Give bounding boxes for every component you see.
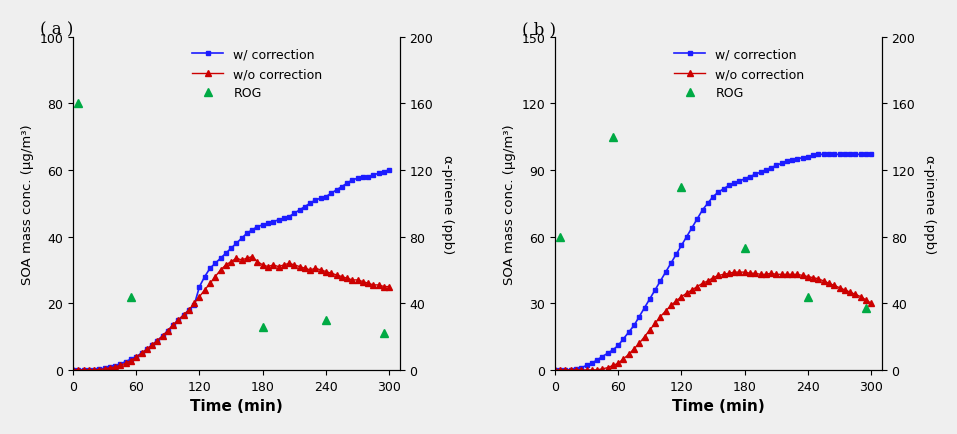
ROG [860,306,872,311]
w/o correction [384,284,395,289]
w/o correction [178,312,189,318]
w/ correction [342,181,353,187]
w/ correction [612,343,624,348]
w/o correction [829,283,840,289]
w/o correction [262,264,274,270]
w/o correction [612,361,624,366]
w/ correction [865,152,877,158]
ROG [73,102,84,107]
w/ correction [829,152,840,158]
w/o correction [745,271,756,276]
w/o correction [141,347,152,352]
w/o correction [549,368,561,373]
w/ correction [660,270,672,275]
w/o correction [728,270,740,275]
Line: ROG: ROG [556,133,870,312]
ROG [378,331,389,336]
w/o correction [247,254,258,260]
Legend: w/ correction, w/o correction, ROG: w/ correction, w/o correction, ROG [669,44,810,105]
w/ correction [67,368,78,373]
w/o correction [236,258,248,263]
w/ correction [178,312,189,318]
Line: w/o correction: w/o correction [552,270,874,373]
Line: w/ correction: w/ correction [71,168,391,372]
Line: ROG: ROG [74,100,389,338]
X-axis label: Time (min): Time (min) [190,398,282,413]
w/o correction [130,355,142,360]
w/ correction [141,347,152,352]
Text: ( b ): ( b ) [523,21,556,38]
ROG [321,318,332,323]
w/ correction [549,368,561,373]
w/ correction [257,223,269,228]
ROG [802,294,813,299]
w/o correction [67,368,78,373]
Line: w/o correction: w/o correction [70,254,392,373]
w/ correction [236,236,248,241]
w/ correction [739,177,750,182]
Y-axis label: α-pinene (ppb): α-pinene (ppb) [924,154,936,253]
w/ correction [623,330,634,335]
ROG [607,135,618,140]
w/o correction [865,301,877,306]
Line: w/ correction: w/ correction [552,153,874,372]
w/ correction [130,354,142,359]
w/o correction [346,278,358,283]
ROG [554,234,566,240]
w/ correction [812,152,824,158]
ROG [125,294,137,299]
w/ correction [718,187,729,192]
w/o correction [660,309,672,314]
Y-axis label: α-pinene (ppb): α-pinene (ppb) [441,154,455,253]
Y-axis label: SOA mass conc. (μg/m³): SOA mass conc. (μg/m³) [21,124,33,284]
ROG [257,324,269,329]
Legend: w/ correction, w/o correction, ROG: w/ correction, w/o correction, ROG [187,44,327,105]
Y-axis label: SOA mass conc. (μg/m³): SOA mass conc. (μg/m³) [502,124,516,284]
X-axis label: Time (min): Time (min) [672,398,765,413]
Text: ( a ): ( a ) [40,21,74,38]
ROG [676,184,687,190]
w/o correction [623,352,634,357]
w/ correction [384,168,395,173]
w/o correction [718,272,729,277]
ROG [739,246,750,251]
